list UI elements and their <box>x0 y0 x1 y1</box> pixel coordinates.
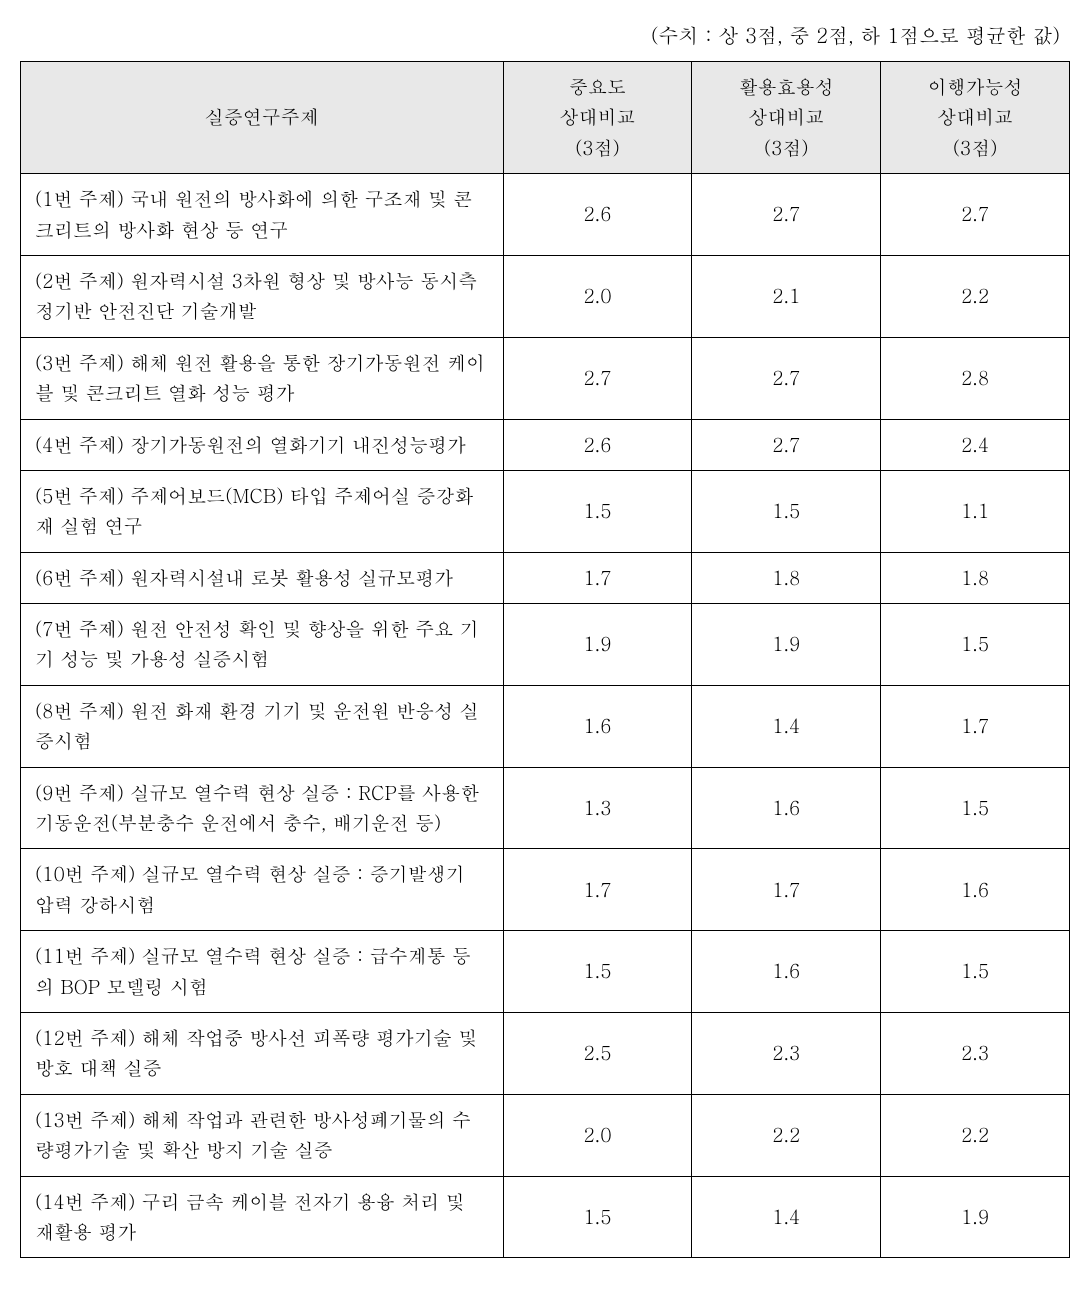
utility-cell: 2.7 <box>692 419 881 470</box>
table-row: (1번 주제) 국내 원전의 방사화에 의한 구조재 및 콘크리트의 방사화 현… <box>21 174 1070 256</box>
table-row: (4번 주제) 장기가동원전의 열화기기 내진성능평가2.62.72.4 <box>21 419 1070 470</box>
importance-cell: 1.5 <box>503 931 692 1013</box>
feasibility-cell: 1.7 <box>881 685 1070 767</box>
utility-cell: 1.8 <box>692 552 881 603</box>
topic-cell: (13번 주제) 해체 작업과 관련한 방사성폐기물의 수량평가기술 및 확산 … <box>21 1094 504 1176</box>
feasibility-cell: 1.6 <box>881 849 1070 931</box>
topic-cell: (11번 주제) 실규모 열수력 현상 실증 : 급수계통 등의 BOP 모델링… <box>21 931 504 1013</box>
table-row: (8번 주제) 원전 화재 환경 기기 및 운전원 반응성 실증시험1.61.4… <box>21 685 1070 767</box>
col-header-topic: 실증연구주제 <box>21 62 504 174</box>
research-topics-table: 실증연구주제 중요도 상대비교 (3점) 활용효용성 상대비교 (3점) 이행가… <box>20 61 1070 1258</box>
table-header-row: 실증연구주제 중요도 상대비교 (3점) 활용효용성 상대비교 (3점) 이행가… <box>21 62 1070 174</box>
importance-cell: 2.7 <box>503 337 692 419</box>
utility-cell: 1.6 <box>692 767 881 849</box>
topic-cell: (3번 주제) 해체 원전 활용을 통한 장기가동원전 케이블 및 콘크리트 열… <box>21 337 504 419</box>
table-row: (3번 주제) 해체 원전 활용을 통한 장기가동원전 케이블 및 콘크리트 열… <box>21 337 1070 419</box>
col-header-feasibility-line1: 이행가능성 <box>889 72 1061 102</box>
topic-cell: (4번 주제) 장기가동원전의 열화기기 내진성능평가 <box>21 419 504 470</box>
col-header-feasibility: 이행가능성 상대비교 (3점) <box>881 62 1070 174</box>
importance-cell: 1.6 <box>503 685 692 767</box>
col-header-utility-line1: 활용효용성 <box>700 72 872 102</box>
utility-cell: 1.9 <box>692 604 881 686</box>
topic-cell: (1번 주제) 국내 원전의 방사화에 의한 구조재 및 콘크리트의 방사화 현… <box>21 174 504 256</box>
topic-cell: (8번 주제) 원전 화재 환경 기기 및 운전원 반응성 실증시험 <box>21 685 504 767</box>
utility-cell: 2.7 <box>692 174 881 256</box>
importance-cell: 1.7 <box>503 849 692 931</box>
table-row: (7번 주제) 원전 안전성 확인 및 향상을 위한 주요 기기 성능 및 가용… <box>21 604 1070 686</box>
utility-cell: 1.4 <box>692 1176 881 1258</box>
topic-cell: (5번 주제) 주제어보드(MCB) 타입 주제어실 증강화재 실험 연구 <box>21 470 504 552</box>
feasibility-cell: 2.2 <box>881 255 1070 337</box>
topic-cell: (9번 주제) 실규모 열수력 현상 실증 : RCP를 사용한 기동운전(부분… <box>21 767 504 849</box>
topic-cell: (14번 주제) 구리 금속 케이블 전자기 용융 처리 및 재활용 평가 <box>21 1176 504 1258</box>
feasibility-cell: 1.9 <box>881 1176 1070 1258</box>
importance-cell: 1.3 <box>503 767 692 849</box>
feasibility-cell: 1.8 <box>881 552 1070 603</box>
feasibility-cell: 2.3 <box>881 1012 1070 1094</box>
col-header-utility-line2: 상대비교 <box>700 102 872 132</box>
topic-cell: (10번 주제) 실규모 열수력 현상 실증 : 증기발생기 압력 강하시험 <box>21 849 504 931</box>
table-caption: (수치 : 상 3점, 중 2점, 하 1점으로 평균한 값) <box>20 20 1070 49</box>
col-header-importance-line2: 상대비교 <box>512 102 684 132</box>
topic-cell: (6번 주제) 원자력시설내 로봇 활용성 실규모평가 <box>21 552 504 603</box>
importance-cell: 2.0 <box>503 255 692 337</box>
importance-cell: 1.7 <box>503 552 692 603</box>
table-row: (2번 주제) 원자력시설 3차원 형상 및 방사능 동시측정기반 안전진단 기… <box>21 255 1070 337</box>
col-header-utility: 활용효용성 상대비교 (3점) <box>692 62 881 174</box>
feasibility-cell: 2.4 <box>881 419 1070 470</box>
table-row: (10번 주제) 실규모 열수력 현상 실증 : 증기발생기 압력 강하시험1.… <box>21 849 1070 931</box>
col-header-importance: 중요도 상대비교 (3점) <box>503 62 692 174</box>
feasibility-cell: 1.5 <box>881 767 1070 849</box>
topic-cell: (2번 주제) 원자력시설 3차원 형상 및 방사능 동시측정기반 안전진단 기… <box>21 255 504 337</box>
table-row: (6번 주제) 원자력시설내 로봇 활용성 실규모평가1.71.81.8 <box>21 552 1070 603</box>
feasibility-cell: 2.2 <box>881 1094 1070 1176</box>
topic-cell: (12번 주제) 해체 작업중 방사선 피폭량 평가기술 및 방호 대책 실증 <box>21 1012 504 1094</box>
table-body: (1번 주제) 국내 원전의 방사화에 의한 구조재 및 콘크리트의 방사화 현… <box>21 174 1070 1258</box>
feasibility-cell: 1.5 <box>881 931 1070 1013</box>
table-row: (9번 주제) 실규모 열수력 현상 실증 : RCP를 사용한 기동운전(부분… <box>21 767 1070 849</box>
col-header-importance-line1: 중요도 <box>512 72 684 102</box>
feasibility-cell: 1.1 <box>881 470 1070 552</box>
utility-cell: 1.7 <box>692 849 881 931</box>
importance-cell: 2.5 <box>503 1012 692 1094</box>
utility-cell: 2.1 <box>692 255 881 337</box>
feasibility-cell: 1.5 <box>881 604 1070 686</box>
table-row: (13번 주제) 해체 작업과 관련한 방사성폐기물의 수량평가기술 및 확산 … <box>21 1094 1070 1176</box>
utility-cell: 1.4 <box>692 685 881 767</box>
importance-cell: 2.6 <box>503 419 692 470</box>
utility-cell: 2.7 <box>692 337 881 419</box>
utility-cell: 2.2 <box>692 1094 881 1176</box>
importance-cell: 1.5 <box>503 470 692 552</box>
feasibility-cell: 2.8 <box>881 337 1070 419</box>
table-row: (5번 주제) 주제어보드(MCB) 타입 주제어실 증강화재 실험 연구1.5… <box>21 470 1070 552</box>
col-header-feasibility-line2: 상대비교 <box>889 102 1061 132</box>
importance-cell: 1.5 <box>503 1176 692 1258</box>
col-header-feasibility-line3: (3점) <box>889 133 1061 163</box>
importance-cell: 2.6 <box>503 174 692 256</box>
table-row: (14번 주제) 구리 금속 케이블 전자기 용융 처리 및 재활용 평가1.5… <box>21 1176 1070 1258</box>
importance-cell: 1.9 <box>503 604 692 686</box>
col-header-utility-line3: (3점) <box>700 133 872 163</box>
utility-cell: 1.6 <box>692 931 881 1013</box>
utility-cell: 2.3 <box>692 1012 881 1094</box>
table-row: (12번 주제) 해체 작업중 방사선 피폭량 평가기술 및 방호 대책 실증2… <box>21 1012 1070 1094</box>
importance-cell: 2.0 <box>503 1094 692 1176</box>
table-row: (11번 주제) 실규모 열수력 현상 실증 : 급수계통 등의 BOP 모델링… <box>21 931 1070 1013</box>
col-header-importance-line3: (3점) <box>512 133 684 163</box>
topic-cell: (7번 주제) 원전 안전성 확인 및 향상을 위한 주요 기기 성능 및 가용… <box>21 604 504 686</box>
utility-cell: 1.5 <box>692 470 881 552</box>
feasibility-cell: 2.7 <box>881 174 1070 256</box>
